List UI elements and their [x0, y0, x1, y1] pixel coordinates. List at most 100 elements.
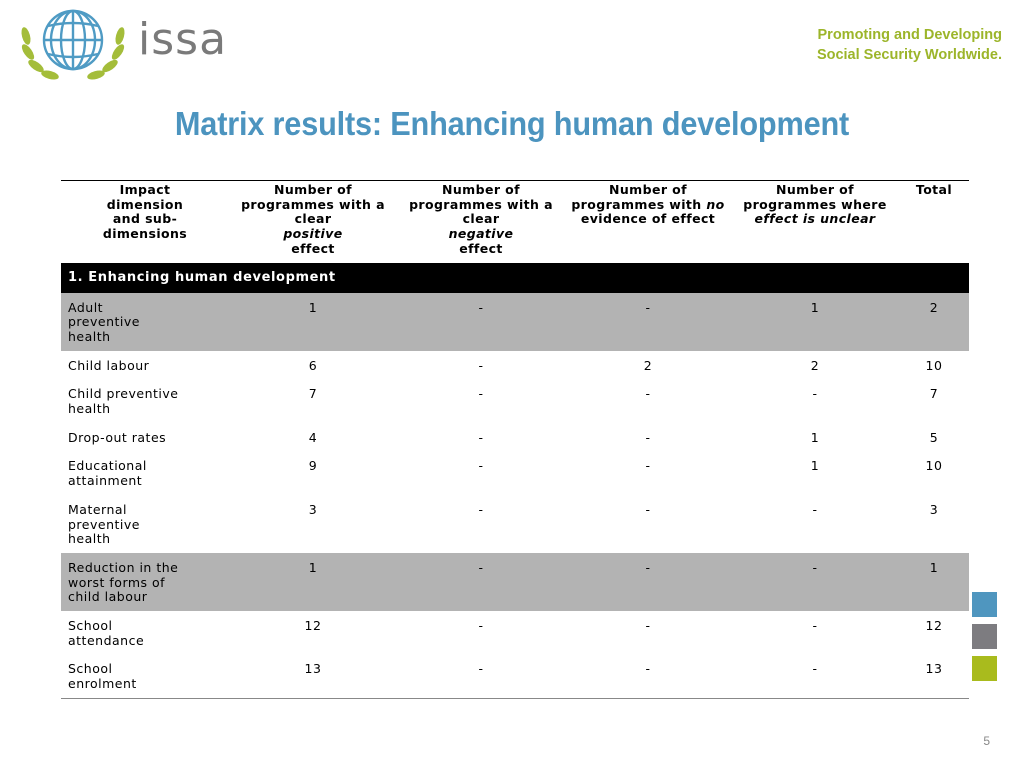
- cell-unclear: -: [812, 618, 818, 634]
- header-negative-post: effect: [459, 240, 503, 256]
- cell-dimension: Adult preventive health: [61, 292, 229, 351]
- swatch-gray: [972, 624, 997, 649]
- section-row: 1. Enhancing human development: [61, 262, 969, 293]
- cell-no-evidence: -: [565, 552, 731, 612]
- table-row: School enrolment 13 - - - 13: [61, 654, 969, 699]
- logo-wordmark: issa: [138, 14, 228, 65]
- section-label: 1. Enhancing human development: [61, 262, 969, 293]
- header-dimension: Impact dimension and sub- dimensions: [61, 181, 229, 263]
- cell-unclear: 2: [810, 357, 820, 373]
- header-dimension-line: and sub-: [112, 211, 178, 227]
- header-no-evidence-em: no: [706, 196, 725, 212]
- header-dimension-line: Impact: [119, 182, 171, 197]
- results-matrix: Impact dimension and sub- dimensions Num…: [61, 180, 969, 699]
- matrix-table: Impact dimension and sub- dimensions Num…: [61, 180, 969, 699]
- cell-positive: 12: [304, 618, 322, 634]
- table-row: Educational attainment 9 - - 1 10: [61, 451, 969, 494]
- swatch-blue: [972, 592, 997, 617]
- header-unclear-em: effect is unclear: [754, 211, 876, 227]
- header-unclear: Number of programmes where effect is unc…: [731, 181, 899, 263]
- cell-positive: 3: [308, 501, 318, 517]
- cell-unclear: 1: [810, 429, 820, 445]
- cell-unclear: -: [812, 386, 818, 402]
- cell-unclear: 1: [810, 458, 820, 474]
- cell-positive: 7: [308, 386, 318, 402]
- cell-dimension: Maternal preventive health: [68, 501, 140, 547]
- header-unclear-pre: Number of programmes where: [743, 182, 887, 212]
- cell-dimension: Child preventive health: [68, 386, 179, 417]
- cell-unclear: -: [731, 654, 899, 699]
- cell-dimension: School enrolment: [61, 654, 229, 699]
- cell-no-evidence: -: [565, 292, 731, 351]
- cell-total: 12: [925, 618, 943, 634]
- cell-negative: -: [478, 618, 484, 634]
- cell-total: 1: [899, 552, 969, 612]
- header-no-evidence-post: evidence of effect: [580, 211, 716, 227]
- swatch-green: [972, 656, 997, 681]
- cell-total: 2: [899, 292, 969, 351]
- cell-total: 13: [899, 654, 969, 699]
- header-no-evidence: Number of programmes with no evidence of…: [565, 181, 731, 263]
- cell-no-evidence: -: [645, 429, 651, 445]
- header-positive-post: effect: [291, 240, 335, 256]
- cell-no-evidence: -: [645, 618, 651, 634]
- cell-positive: 6: [308, 357, 318, 373]
- cell-unclear: -: [812, 501, 818, 517]
- cell-total: 3: [929, 501, 939, 517]
- cell-positive: 13: [229, 654, 397, 699]
- issa-logo: issa: [18, 6, 226, 81]
- tagline-line-2: Social Security Worldwide.: [816, 47, 1002, 63]
- table-row: Reduction in the worst forms of child la…: [61, 552, 969, 612]
- cell-negative: -: [478, 458, 484, 474]
- cell-total: 10: [925, 458, 943, 474]
- page-number: 5: [983, 734, 990, 748]
- cell-negative: -: [478, 501, 484, 517]
- table-row: School attendance 12 - - - 12: [61, 611, 969, 654]
- cell-unclear: -: [731, 552, 899, 612]
- cell-unclear: 1: [731, 292, 899, 351]
- header-positive-pre: Number of programmes with a clear: [241, 182, 385, 227]
- color-swatches: [972, 592, 997, 688]
- table-row: Drop-out rates 4 - - 1 5: [61, 423, 969, 452]
- table-row: Child labour 6 - 2 2 10: [61, 351, 969, 380]
- header-dimension-line: dimension: [106, 196, 184, 212]
- cell-negative: -: [478, 386, 484, 402]
- header-total: Total: [915, 182, 953, 197]
- cell-dimension: Child labour: [68, 357, 150, 373]
- header-negative-pre: Number of programmes with a clear: [409, 182, 553, 227]
- cell-no-evidence: -: [565, 654, 731, 699]
- cell-positive: 4: [308, 429, 318, 445]
- slide-title: Matrix results: Enhancing human developm…: [174, 105, 850, 142]
- cell-negative: -: [397, 654, 565, 699]
- cell-total: 7: [929, 386, 939, 402]
- tagline: Promoting and Developing Social Security…: [817, 25, 1002, 65]
- header-negative-em: negative: [448, 226, 514, 242]
- header-row: Impact dimension and sub- dimensions Num…: [61, 180, 969, 263]
- cell-negative: -: [397, 292, 565, 351]
- header-negative: Number of programmes with a clear negati…: [397, 181, 565, 263]
- header-dimension-line: dimensions: [102, 226, 188, 242]
- cell-total: 10: [925, 357, 943, 373]
- tagline-line-1: Promoting and Developing: [817, 27, 1002, 43]
- cell-no-evidence: -: [645, 386, 651, 402]
- cell-dimension: School attendance: [68, 618, 145, 648]
- header-no-evidence-pre: Number of programmes with: [571, 182, 702, 212]
- globe-laurel-icon: [21, 9, 125, 80]
- cell-no-evidence: -: [645, 501, 651, 517]
- cell-negative: -: [397, 552, 565, 612]
- cell-dimension: Drop-out rates: [68, 429, 167, 445]
- cell-negative: -: [478, 429, 484, 445]
- cell-positive: 1: [229, 552, 397, 612]
- cell-total: 5: [929, 429, 939, 445]
- table-row: Maternal preventive health 3 - - - 3: [61, 495, 969, 553]
- cell-dimension: Educational attainment: [68, 458, 147, 489]
- cell-positive: 1: [229, 292, 397, 351]
- cell-positive: 9: [308, 458, 318, 474]
- header-positive-em: positive: [283, 226, 343, 242]
- cell-negative: -: [478, 357, 484, 373]
- header-positive: Number of programmes with a clear positi…: [229, 181, 397, 263]
- cell-no-evidence: -: [645, 458, 651, 474]
- cell-no-evidence: 2: [643, 357, 653, 373]
- table-row: Adult preventive health 1 - - 1 2: [61, 292, 969, 351]
- table-row: Child preventive health 7 - - - 7: [61, 379, 969, 422]
